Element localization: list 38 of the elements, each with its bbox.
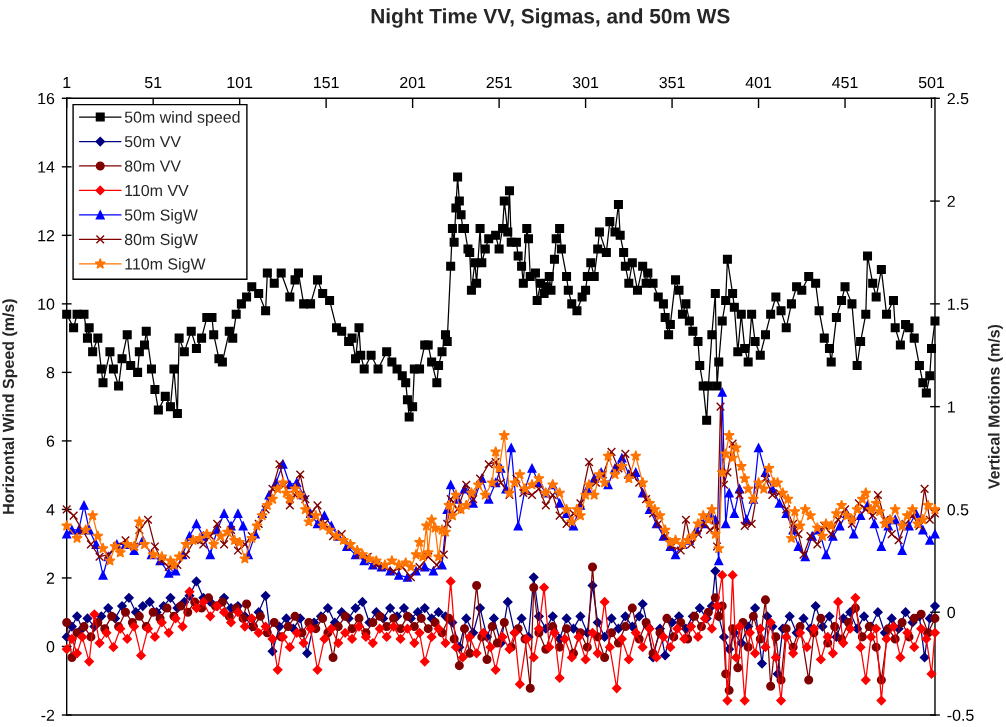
y-tick-label: 0	[46, 641, 55, 653]
legend-label: 50m VV	[124, 135, 181, 148]
y-tick-label: 14	[38, 161, 55, 173]
x-tick-label: 301	[572, 76, 599, 89]
y-tick-label: 8	[46, 367, 55, 379]
legend-label: 50m wind speed	[124, 111, 240, 126]
x-tick-label: 351	[659, 76, 685, 89]
y-tick-label: 16	[38, 92, 55, 105]
y-tick-label: 4	[46, 504, 55, 516]
legend-label: 80m SigW	[124, 233, 198, 249]
y2-tick-label: 1	[948, 401, 955, 413]
y2-tick-label: 1.5	[948, 298, 969, 310]
x-tick-label: 451	[832, 77, 858, 89]
legend-label: 50m SigW	[124, 208, 198, 224]
y-tick-label: 6	[46, 435, 55, 447]
y-tick-label: 10	[38, 298, 55, 310]
chart-title: Night Time VV, Sigmas, and 50m WS	[371, 8, 730, 28]
y-tick-label: 12	[38, 229, 55, 242]
x-tick-label: 151	[314, 77, 339, 89]
x-tick-label: 401	[745, 76, 772, 89]
x-tick-label: 201	[400, 76, 426, 89]
y2-axis-title: Vertical Motions (m/s)	[987, 324, 1003, 490]
legend-label: 80m VV	[124, 160, 181, 172]
y-tick-label: -2	[41, 709, 55, 721]
x-tick-label: 101	[227, 76, 253, 89]
y-axis-title: Horizontal Wind Speed (m/s)	[2, 299, 18, 514]
y-tick-label: 2	[46, 572, 55, 584]
y2-tick-label: 2	[947, 195, 955, 207]
x-tick-label: 1	[63, 77, 71, 89]
x-tick-label: 51	[144, 77, 162, 89]
y2-tick-label: 0	[947, 606, 956, 619]
legend-label: 110m VV	[125, 184, 189, 197]
x-tick-label: 501	[918, 76, 945, 89]
x-tick-label: 251	[486, 76, 512, 89]
y2-tick-label: -0.5	[947, 709, 974, 721]
y2-tick-label: 0.5	[947, 504, 969, 516]
legend-label: 110m SigW	[125, 257, 206, 273]
y2-tick-label: 2.5	[947, 92, 969, 105]
